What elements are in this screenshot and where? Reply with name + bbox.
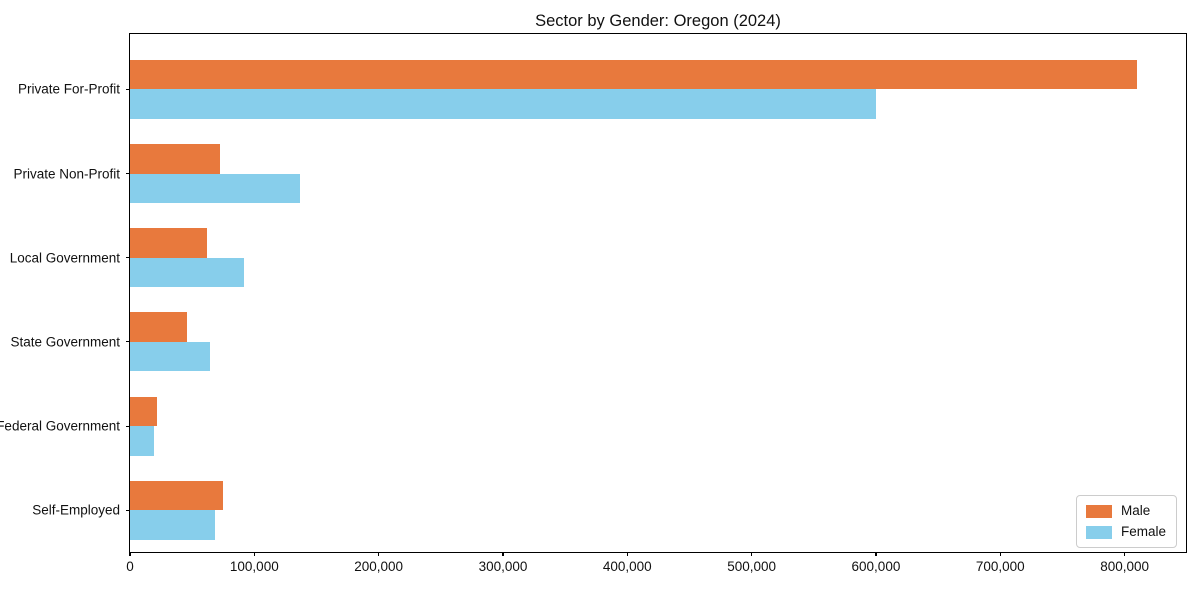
bar-female-private-for-profit (130, 89, 876, 119)
bar-female-federal-government (130, 426, 154, 456)
y-tick-label-local-government: Local Government (9, 250, 120, 266)
legend-swatch-male (1085, 504, 1112, 518)
x-tick-400000 (626, 552, 628, 556)
bar-male-state-government (130, 312, 188, 342)
y-tick-label-private-for-profit: Private For-Profit (17, 81, 120, 97)
bar-male-local-government (130, 228, 208, 258)
x-tick-0 (129, 552, 131, 556)
x-tick-300000 (502, 552, 504, 556)
bar-female-local-government (130, 257, 245, 288)
legend-label-female: Female (1120, 524, 1166, 539)
x-tick-600000 (875, 552, 877, 556)
bar-female-self-employed (130, 510, 215, 540)
y-tick-label-state-government: State Government (10, 334, 120, 350)
x-tick-label-700000: 700,000 (975, 559, 1025, 574)
legend-label-male: Male (1120, 503, 1151, 518)
x-tick-100000 (253, 552, 255, 556)
legend-item-male: Male (1085, 503, 1166, 518)
y-tick-local-government (126, 257, 130, 259)
x-tick-label-100000: 100,000 (229, 559, 279, 574)
x-tick-label-0: 0 (126, 559, 134, 574)
bar-male-private-non-profit (130, 144, 220, 174)
x-tick-label-800000: 800,000 (1100, 559, 1149, 574)
y-tick-label-federal-government: Federal Government (0, 418, 120, 434)
bar-female-private-non-profit (130, 173, 301, 203)
x-tick-800000 (1123, 552, 1126, 556)
y-tick-label-self-employed: Self-Employed (32, 502, 120, 518)
y-tick-private-non-profit (126, 172, 130, 175)
legend-item-female: Female (1085, 524, 1166, 539)
x-tick-200000 (378, 552, 380, 556)
bar-male-self-employed (130, 480, 224, 511)
x-tick-500000 (751, 552, 753, 556)
y-tick-federal-government (126, 425, 130, 427)
bar-male-private-for-profit (130, 59, 1138, 90)
x-tick-label-500000: 500,000 (727, 559, 777, 574)
chart-title: Sector by Gender: Oregon (2024) (535, 12, 781, 30)
plot-area: Male Female Private For-Profit Private Non… (0, 33, 1187, 574)
x-tick-label-200000: 200,000 (354, 559, 404, 574)
legend-swatch-female (1085, 525, 1112, 539)
x-tick-label-600000: 600,000 (851, 559, 901, 574)
y-tick-private-for-profit (126, 88, 130, 90)
y-tick-state-government (126, 341, 130, 343)
x-tick-700000 (999, 552, 1001, 556)
x-tick-label-400000: 400,000 (602, 559, 652, 574)
bar-female-state-government (130, 341, 210, 372)
bar-male-federal-government (130, 396, 158, 427)
y-tick-label-private-non-profit: Private Non-Profit (13, 166, 120, 181)
y-tick-self-employed (126, 509, 130, 511)
legend: Male Female (1075, 495, 1177, 548)
x-tick-label-300000: 300,000 (478, 559, 528, 574)
